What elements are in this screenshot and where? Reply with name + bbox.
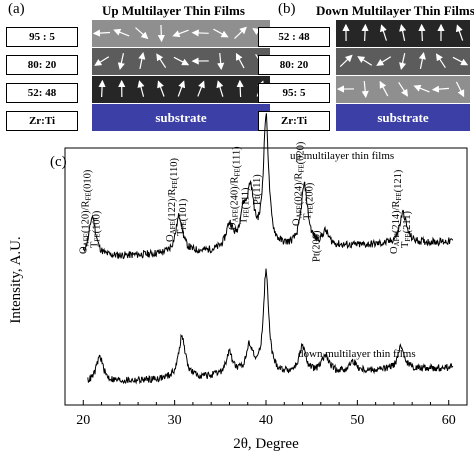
y-axis-label: Intensity, A.U. xyxy=(8,236,24,323)
peak-annotation-line: OAFE(120)/RFE(010) xyxy=(78,169,93,254)
peak-annotation: OAFE(120)/RFE(010)TFE(100) xyxy=(78,169,102,254)
panel-a-ratio-2: 80: 20 xyxy=(6,55,78,75)
peak-annotation-line: OAFE(024)/RFE(020) xyxy=(291,141,306,226)
traces xyxy=(82,113,454,385)
peak-annotation-line: OAFE(214)/RFE(121) xyxy=(389,169,404,254)
peak-annotation: OAFE(024)/RFE(020)TFE(200) xyxy=(291,141,315,226)
xrd-trace-0 xyxy=(82,113,454,260)
peak-annotation-line: TFE(200) xyxy=(302,182,315,220)
peak-annotation-line: TFE(101) xyxy=(176,198,189,236)
xrd-trace-1 xyxy=(87,268,454,385)
panel-a-ratio-3: 52: 48 xyxy=(6,83,78,103)
x-tick-label: 40 xyxy=(259,413,273,428)
panel-a-ratio-1: 95 : 5 xyxy=(6,27,78,47)
panel-b-letter: (b) xyxy=(278,1,296,17)
panel-b-ratio-3: 95: 5 xyxy=(258,83,330,103)
series-label-up: up multilayer thin films xyxy=(290,150,394,162)
panel-a-substrate: substrate xyxy=(92,104,270,131)
x-tick-label: 20 xyxy=(76,413,90,428)
panel-a-letter: (a) xyxy=(8,1,25,17)
panel-b-ratio-header: Zr:Ti xyxy=(258,111,330,131)
peak-annotation-line: Pt(111) xyxy=(252,174,263,205)
panel-c-letter: (c) xyxy=(50,154,67,170)
x-tick-label: 50 xyxy=(350,413,364,428)
x-tick-label: 60 xyxy=(442,413,456,428)
panel-b-ratio-1: 52 : 48 xyxy=(258,27,330,47)
peak-annotation: OAFE(214)/RFE(121)TFE(211) xyxy=(389,169,413,254)
panel-a-ratio-header: Zr:Ti xyxy=(6,111,78,131)
peak-annotation-line: TFE(100) xyxy=(89,210,102,248)
x-tick-label: 30 xyxy=(168,413,182,428)
peak-annotations: OAFE(120)/RFE(010)TFE(100) OAFE(122)/RFE(… xyxy=(78,141,413,262)
x-axis-label: 2θ, Degree xyxy=(233,436,299,452)
panel-b-substrate: substrate xyxy=(336,104,470,131)
panel-b-title: Down Multilayer Thin Films xyxy=(316,3,474,18)
peak-annotation: OAFE(240)/RFE(111)TFE(111) xyxy=(227,146,251,230)
peak-annotation: Pt(200) xyxy=(311,230,322,262)
x-ticks: 20 30 40 50 60 xyxy=(64,400,468,428)
plot-frame xyxy=(64,147,468,406)
peak-annotation: Pt(111) xyxy=(252,174,263,205)
panel-a-title: Up Multilayer Thin Films xyxy=(102,3,245,18)
peak-annotation-line: OAFE(122)/RFE(110) xyxy=(165,157,180,242)
peak-annotation-line: TFE(111) xyxy=(238,187,251,224)
series-label-down: down multilayer thin films xyxy=(298,348,416,360)
peak-annotation-line: Pt(200) xyxy=(311,230,322,262)
panel-b-ratio-2: 80: 20 xyxy=(258,55,330,75)
peak-annotation-line: OAFE(240)/RFE(111) xyxy=(227,146,242,230)
peak-annotation: OAFE(122)/RFE(110)TFE(101) xyxy=(165,157,189,242)
peak-annotation-line: TFE(211) xyxy=(400,211,413,248)
